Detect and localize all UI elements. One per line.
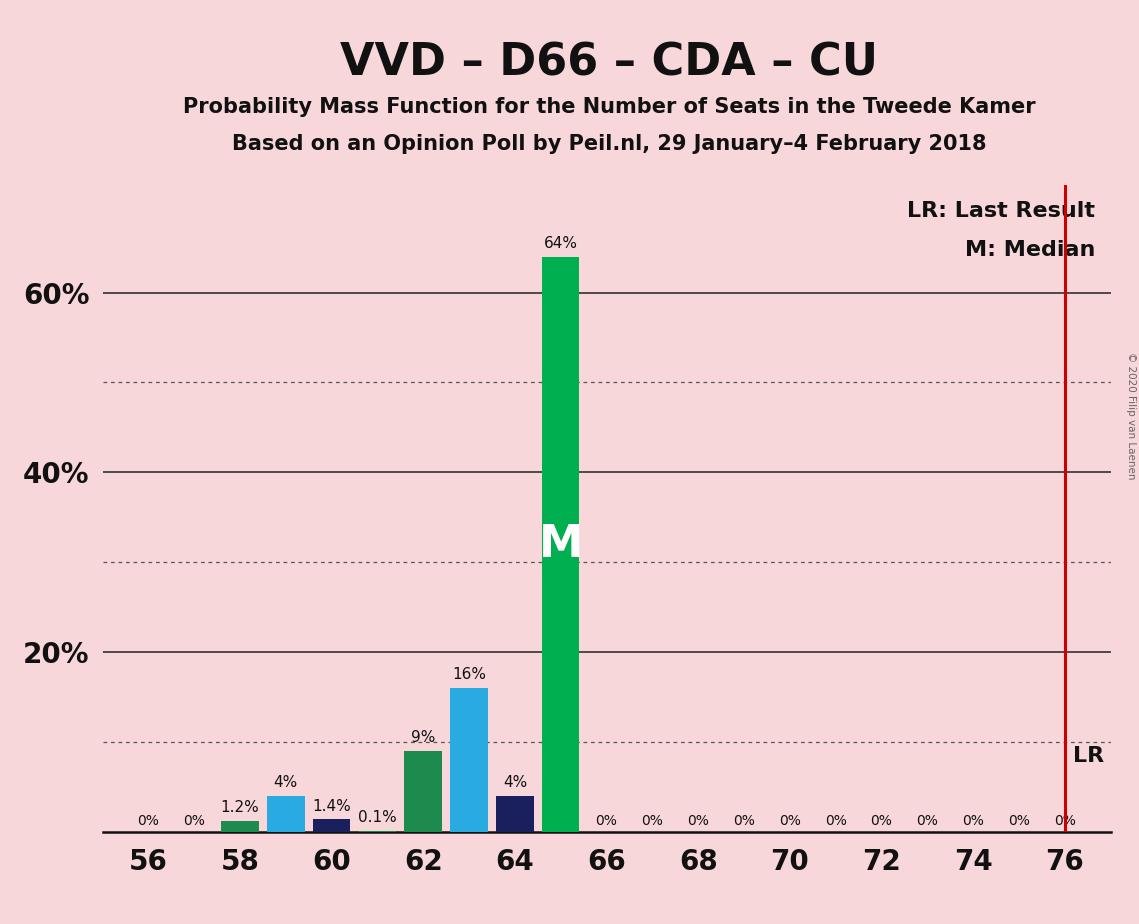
- Text: 64%: 64%: [543, 237, 577, 251]
- Text: 0%: 0%: [641, 814, 663, 828]
- Text: 0%: 0%: [183, 814, 205, 828]
- Text: Probability Mass Function for the Number of Seats in the Tweede Kamer: Probability Mass Function for the Number…: [183, 97, 1035, 117]
- Text: 0%: 0%: [825, 814, 846, 828]
- Text: 0%: 0%: [916, 814, 939, 828]
- Text: LR: Last Result: LR: Last Result: [908, 201, 1096, 221]
- Text: M: M: [539, 523, 583, 565]
- Text: 0%: 0%: [870, 814, 892, 828]
- Text: 0%: 0%: [138, 814, 159, 828]
- Text: 0.1%: 0.1%: [358, 810, 396, 825]
- Bar: [404, 750, 442, 832]
- Text: 4%: 4%: [502, 775, 527, 790]
- Bar: [267, 796, 304, 832]
- Text: 1.4%: 1.4%: [312, 798, 351, 814]
- Text: © 2020 Filip van Laenen: © 2020 Filip van Laenen: [1126, 352, 1136, 480]
- Text: 1.2%: 1.2%: [221, 800, 260, 816]
- Text: 0%: 0%: [596, 814, 617, 828]
- Text: 9%: 9%: [411, 730, 435, 746]
- Bar: [313, 819, 351, 832]
- Text: VVD – D66 – CDA – CU: VVD – D66 – CDA – CU: [341, 42, 878, 85]
- Text: 0%: 0%: [1008, 814, 1030, 828]
- Text: 0%: 0%: [687, 814, 710, 828]
- Text: LR: LR: [1073, 747, 1104, 766]
- Text: 0%: 0%: [779, 814, 801, 828]
- Text: 16%: 16%: [452, 667, 486, 683]
- Text: Based on an Opinion Poll by Peil.nl, 29 January–4 February 2018: Based on an Opinion Poll by Peil.nl, 29 …: [232, 134, 986, 154]
- Text: M: Median: M: Median: [965, 239, 1096, 260]
- Bar: [497, 796, 534, 832]
- Text: 0%: 0%: [962, 814, 984, 828]
- Text: 4%: 4%: [273, 775, 298, 790]
- Text: 0%: 0%: [1054, 814, 1075, 828]
- Bar: [542, 257, 580, 832]
- Text: 0%: 0%: [734, 814, 755, 828]
- Bar: [450, 687, 487, 832]
- Bar: [221, 821, 259, 832]
